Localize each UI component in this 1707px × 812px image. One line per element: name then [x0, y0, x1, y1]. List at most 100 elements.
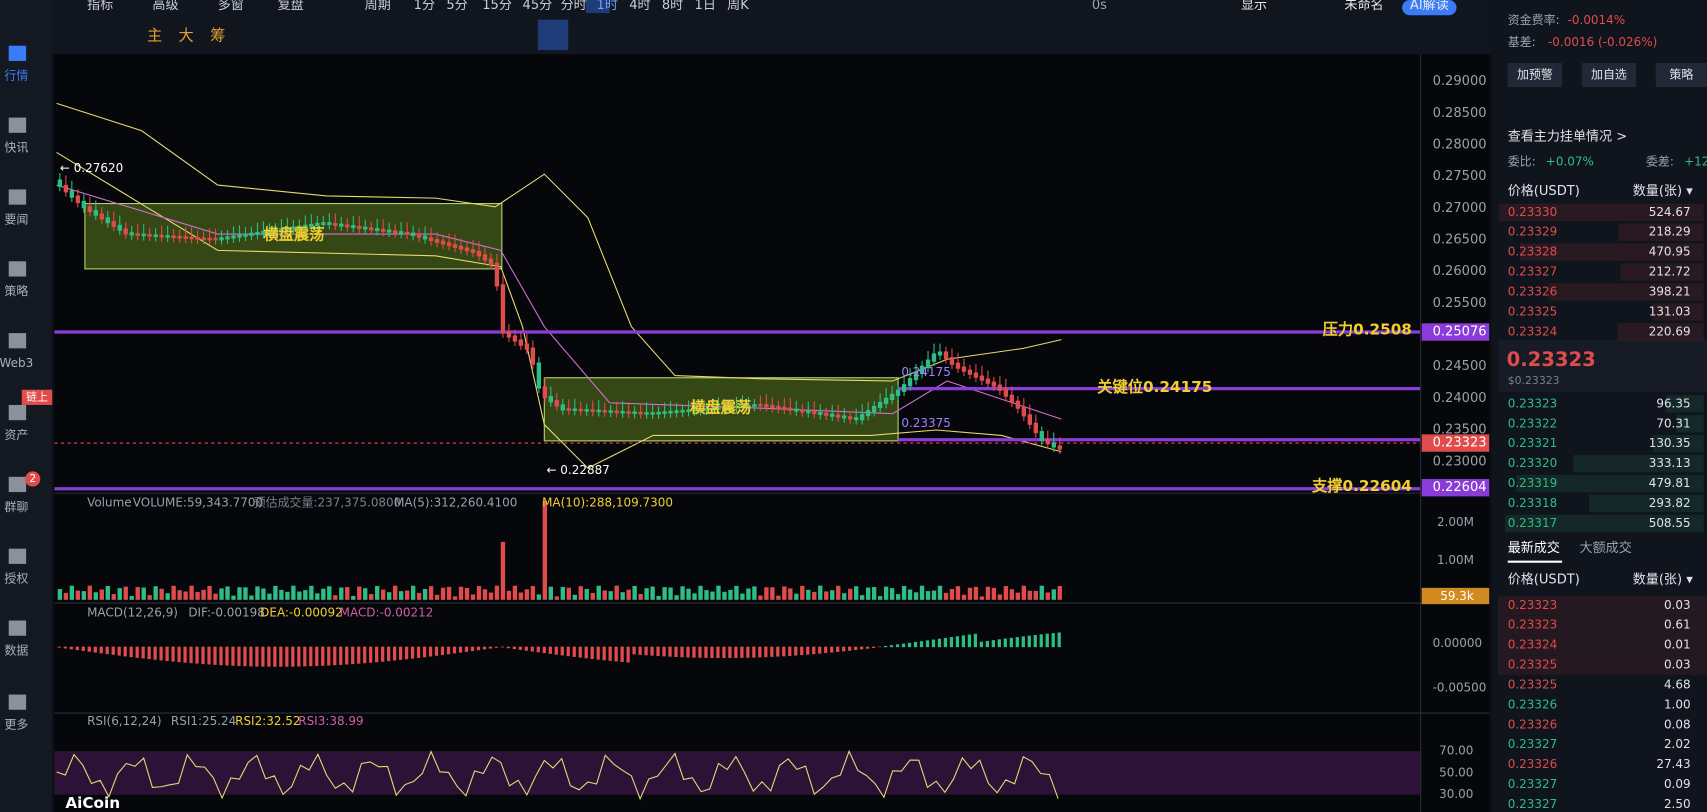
sidebar-item[interactable]: Web3: [0, 356, 33, 370]
candle-body: [608, 410, 613, 413]
price-tick: 0.24500: [1433, 359, 1487, 374]
candle-body: [369, 227, 374, 231]
toolbar-item[interactable]: 45分: [523, 0, 553, 13]
button-bg: [1655, 63, 1707, 88]
volume-bar: [261, 588, 266, 600]
price-tick: 0.25500: [1433, 296, 1487, 311]
macd-bar: [147, 646, 151, 660]
tab[interactable]: 大额成交: [1580, 540, 1632, 556]
toolbar-item[interactable]: 周K: [727, 0, 749, 13]
candle-body: [656, 411, 661, 415]
macd-bar: [602, 646, 606, 661]
toolbar-item[interactable]: 15分: [482, 0, 512, 13]
toolbar-right[interactable]: AI解读: [1410, 0, 1449, 13]
rsi-header: RSI2:32.52: [235, 714, 300, 728]
macd-bar: [309, 646, 313, 667]
candle-body: [153, 234, 158, 237]
toolbar-item[interactable]: 分时: [561, 0, 587, 13]
volume-bar: [243, 587, 248, 600]
tab[interactable]: 最新成交: [1508, 540, 1560, 556]
sidebar-item[interactable]: 策略: [4, 283, 28, 298]
sidebar-icon: [8, 404, 27, 421]
sidebar-item[interactable]: 群聊: [4, 500, 28, 514]
macd-bar: [1027, 635, 1031, 648]
macd-bar: [213, 646, 217, 665]
ai-button-bg[interactable]: [1402, 0, 1457, 16]
macd-bar: [859, 646, 864, 650]
toolbar-item[interactable]: 复盘: [278, 0, 304, 13]
depth-bar: [1548, 283, 1704, 301]
volume-bar: [111, 594, 116, 600]
candle-body: [794, 408, 799, 412]
candle-body: [818, 411, 823, 416]
sidebar-item[interactable]: 行情: [4, 69, 28, 83]
volume-bar: [620, 592, 625, 600]
candle-body: [219, 237, 224, 241]
candle-body: [1033, 422, 1038, 434]
toolbar-item[interactable]: 1时: [597, 0, 618, 13]
toolbar-item[interactable]: 8时: [662, 0, 683, 13]
toolbar-item[interactable]: 1分: [414, 0, 435, 13]
volume-bar: [345, 587, 350, 600]
sidebar-item[interactable]: 数据: [4, 642, 28, 657]
candle-body: [632, 411, 637, 415]
volume-bar: [183, 591, 188, 600]
volume-bar: [871, 587, 877, 600]
link[interactable]: 查看主力挂单情况 >: [1508, 129, 1627, 145]
volume-bar: [249, 595, 254, 600]
price-tick: 0.23000: [1433, 454, 1487, 469]
volume-bar: [578, 586, 583, 600]
sidebar-icon: [8, 333, 27, 349]
toolbar-item[interactable]: 5分: [446, 0, 467, 13]
button[interactable]: 加自选: [1591, 68, 1627, 82]
sidebar-item[interactable]: 更多: [4, 718, 28, 732]
macd-bar: [794, 646, 798, 656]
button[interactable]: 策略: [1669, 67, 1693, 82]
macd-bar: [1015, 637, 1019, 648]
toolbar-item[interactable]: 指标: [87, 0, 113, 13]
book-qty: 479.81: [1649, 476, 1691, 490]
tool-button[interactable]: 主: [147, 26, 162, 44]
candle-body: [584, 409, 589, 412]
toolbar-item[interactable]: 周期: [365, 0, 391, 13]
candle-body: [566, 408, 571, 411]
macd-bar: [883, 645, 888, 648]
toolbar-right[interactable]: 显示: [1241, 0, 1267, 13]
macd-bar: [548, 646, 552, 654]
book-qty: 130.35: [1649, 436, 1691, 450]
candle-body: [231, 235, 236, 239]
volume-bar: [93, 592, 98, 600]
tool-button[interactable]: 大: [179, 26, 194, 44]
volume-bar: [404, 590, 410, 600]
toolbar-item[interactable]: 4时: [629, 0, 650, 13]
sidebar-item[interactable]: 授权: [4, 571, 28, 586]
sidebar-item[interactable]: 快讯: [4, 141, 28, 155]
macd-bar: [494, 646, 499, 648]
book-price: 0.23329: [1508, 225, 1557, 239]
candle-body: [596, 409, 601, 413]
sidebar-item[interactable]: 要闻: [4, 212, 28, 226]
depth-bar: [1588, 494, 1704, 513]
candle-body: [141, 233, 146, 237]
book-price: 0.23317: [1508, 516, 1557, 530]
button[interactable]: 加预警: [1517, 67, 1553, 82]
volume-bar: [225, 586, 230, 600]
candle-body: [291, 226, 296, 230]
toolbar-item[interactable]: 多窗: [218, 0, 244, 13]
volume-bar: [129, 596, 134, 600]
candle-body: [105, 217, 110, 224]
depth-bar: [1652, 303, 1704, 321]
sidebar-item[interactable]: 资产: [4, 428, 28, 442]
sidebar-icon: [8, 476, 27, 493]
toolbar-item[interactable]: 1日: [695, 0, 716, 13]
volume-bar: [548, 586, 554, 600]
toolbar-right[interactable]: 未命名: [1344, 0, 1383, 13]
volume-bar: [991, 587, 997, 600]
macd-bar: [1003, 638, 1007, 648]
toolbar-item[interactable]: 高级: [152, 0, 178, 13]
tool-button[interactable]: 筹: [210, 26, 225, 44]
trade-price: 0.23327: [1508, 737, 1557, 751]
volume-tick: 1.00M: [1437, 553, 1474, 567]
volume-bar: [512, 585, 518, 600]
button-bg: [1581, 63, 1637, 88]
